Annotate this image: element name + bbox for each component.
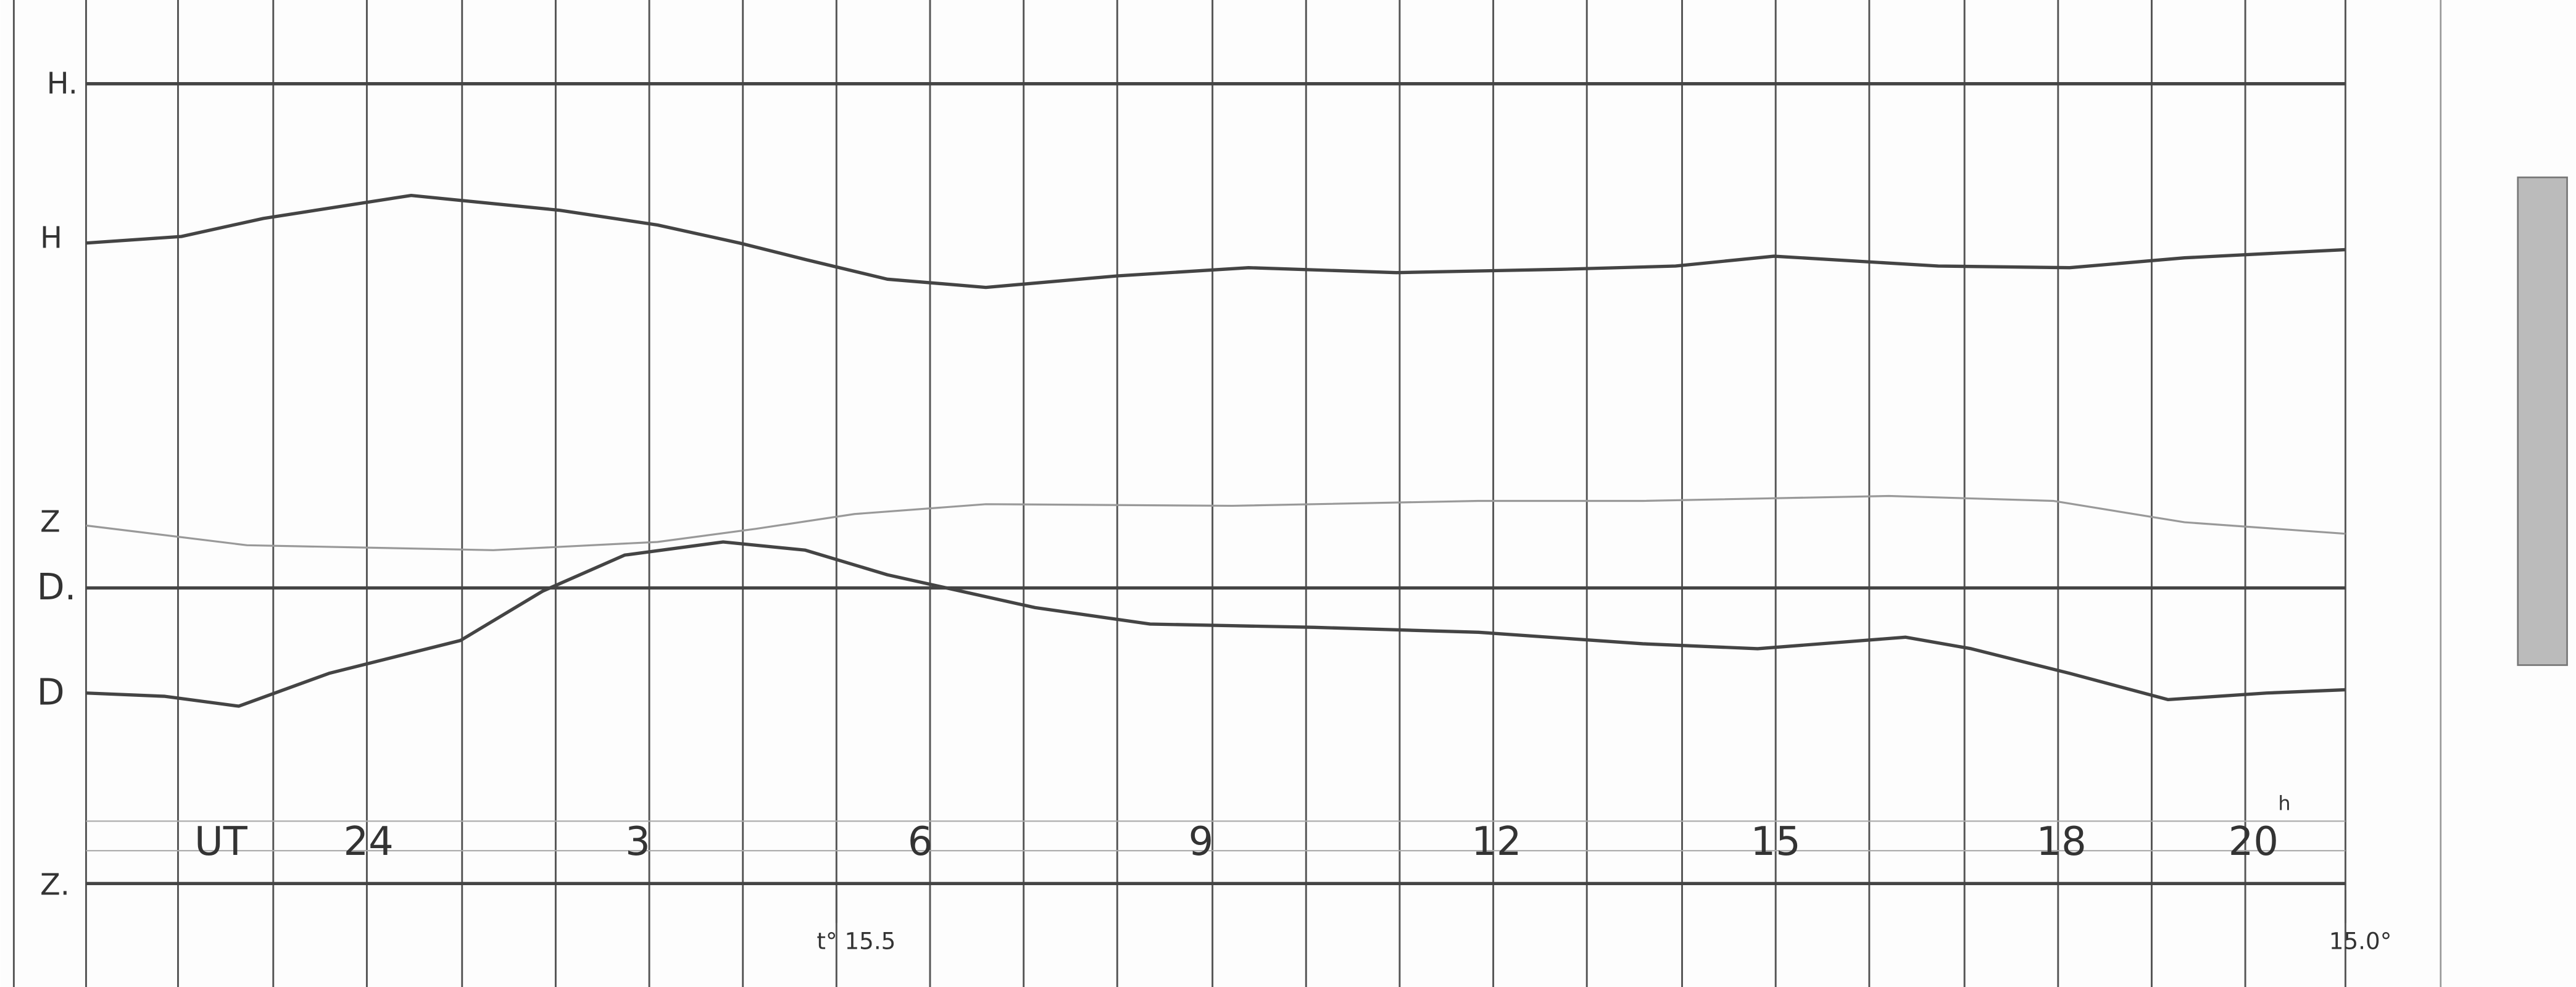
hour-label: 24	[343, 819, 393, 865]
h-trace	[86, 193, 2346, 289]
trace-label: Z	[40, 506, 60, 539]
hour-label: 3	[625, 819, 650, 865]
temperature-label: 15.0°	[2329, 928, 2392, 955]
hour-grid	[85, 0, 2346, 987]
trace-label: H.	[47, 67, 78, 101]
hour-labels: 24 3 6 9 12 15 18 20	[343, 819, 2279, 865]
hour-label: 20	[2229, 819, 2279, 865]
hour-label: 9	[1189, 819, 1214, 865]
hour-label: 12	[1471, 819, 1521, 865]
hour-mark: h	[2278, 792, 2290, 815]
z-trace	[86, 494, 2346, 551]
trace-label: D	[37, 672, 65, 714]
temperature-label: t° 15.5	[816, 928, 895, 955]
hour-label: 15	[1751, 819, 1801, 865]
time-unit: UT	[194, 819, 248, 865]
calibration-strip	[2517, 177, 2568, 666]
trace-label: D.	[37, 566, 77, 608]
d-trace	[86, 540, 2346, 708]
trace-label: Z.	[40, 868, 70, 902]
hour-label: 6	[908, 819, 933, 865]
trace-label: H	[40, 221, 62, 255]
hour-label: 18	[2037, 819, 2087, 865]
